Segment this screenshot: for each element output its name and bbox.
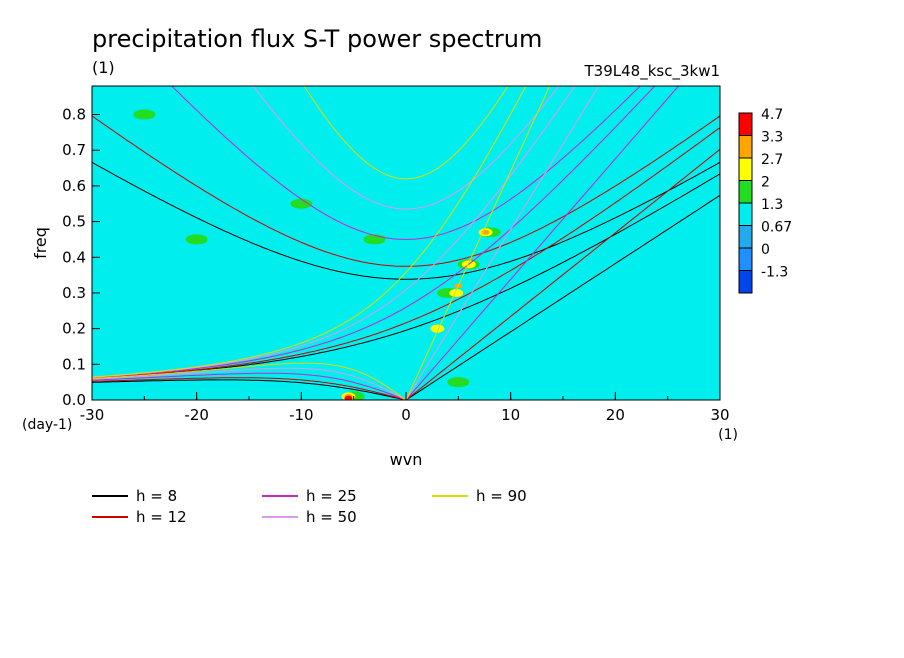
- y-axis: 0.0 0.1 0.2 0.3 0.4 0.5 0.6 0.7 0.8: [62, 106, 100, 409]
- power-blob: [430, 324, 445, 333]
- power-blob: [447, 377, 470, 388]
- chart-subtitle-right: T39L48_ksc_3kw1: [584, 62, 720, 81]
- power-blob: [344, 395, 353, 400]
- dispersion-curve: [92, 362, 407, 400]
- x-tick-label: 30: [710, 406, 729, 424]
- dispersion-curve: [252, 86, 560, 210]
- dispersion-curve: [92, 127, 720, 379]
- y-axis-unit: (day-1): [22, 417, 72, 433]
- dispersion-curve: [92, 379, 407, 400]
- colorbar-swatch: [738, 157, 753, 181]
- colorbar-label: 3.3: [761, 130, 783, 146]
- chart-subtitle-left: (1): [92, 58, 115, 77]
- dispersion-curve: [405, 194, 720, 400]
- chart-title: precipitation flux S-T power spectrum: [92, 25, 542, 53]
- dispersion-curve: [405, 86, 551, 400]
- power-blob: [290, 198, 313, 209]
- dispersion-curve: [92, 161, 720, 280]
- dispersion-curves: [92, 86, 720, 400]
- y-tick-label: 0.1: [62, 355, 86, 373]
- power-blob: [185, 234, 208, 245]
- x-tick-label: -20: [184, 406, 209, 424]
- dispersion-curve: [405, 86, 680, 400]
- colorbar-swatch: [738, 225, 753, 249]
- y-tick-label: 0.0: [62, 391, 86, 409]
- x-axis: -30 -20 -10 0 10 20 30: [80, 392, 730, 424]
- colorbar: 4.7 3.3 2.7 2 1.3 0.67 0 -1.3: [738, 107, 792, 294]
- dispersion-curve: [92, 86, 527, 378]
- colorbar-swatch: [738, 112, 753, 136]
- dispersion-curve: [303, 86, 509, 180]
- y-axis-label: freq: [31, 227, 50, 259]
- colorbar-label: 1.3: [761, 197, 783, 213]
- plot-background: [92, 86, 720, 400]
- dispersion-curve: [92, 377, 407, 400]
- dispersion-curve: [405, 86, 600, 400]
- colorbar-swatch: [738, 202, 753, 226]
- dispersion-curve: [92, 115, 720, 267]
- y-tick-label: 0.6: [62, 177, 86, 195]
- colorbar-swatch: [738, 270, 753, 294]
- legend-label: h = 12: [136, 508, 187, 526]
- legend-label: h = 50: [306, 508, 357, 526]
- dispersion-curve: [92, 372, 407, 400]
- legend-label: h = 25: [306, 487, 357, 505]
- y-tick-label: 0.7: [62, 141, 86, 159]
- colorbar-label: -1.3: [761, 265, 788, 281]
- power-blob: [133, 109, 156, 120]
- dispersion-curve: [92, 86, 576, 378]
- dispersion-curve: [171, 86, 641, 240]
- y-tick-label: 0.5: [62, 213, 86, 231]
- y-tick-label: 0.8: [62, 106, 86, 124]
- colorbar-swatch: [738, 180, 753, 204]
- power-blob: [363, 234, 386, 245]
- x-tick-label: 20: [606, 406, 625, 424]
- y-tick-label: 0.4: [62, 248, 86, 266]
- colorbar-label: 4.7: [761, 107, 783, 123]
- x-tick-label: -10: [289, 406, 314, 424]
- plot-area: [91, 85, 721, 401]
- y-tick-label: 0.2: [62, 320, 86, 338]
- legend-label: h = 8: [136, 487, 177, 505]
- legend: h = 8 h = 12 h = 25 h = 50 h = 90: [92, 487, 527, 526]
- colorbar-swatch: [738, 135, 753, 159]
- x-tick-label: 0: [401, 406, 411, 424]
- colorbar-label: 0.67: [761, 220, 792, 236]
- x-tick-label: -30: [80, 406, 105, 424]
- x-axis-unit: (1): [718, 427, 738, 443]
- power-blob: [449, 288, 464, 297]
- colorbar-swatch: [738, 247, 753, 271]
- colorbar-label: 2: [761, 175, 770, 191]
- dispersion-curve: [92, 367, 407, 400]
- colorbar-label: 2.7: [761, 152, 783, 168]
- x-tick-label: 10: [501, 406, 520, 424]
- colorbar-label: 0: [761, 242, 770, 258]
- dispersion-curve: [405, 148, 720, 400]
- x-axis-label: wvn: [390, 450, 423, 469]
- y-tick-label: 0.3: [62, 284, 86, 302]
- dispersion-curve: [92, 86, 656, 379]
- legend-label: h = 90: [476, 487, 527, 505]
